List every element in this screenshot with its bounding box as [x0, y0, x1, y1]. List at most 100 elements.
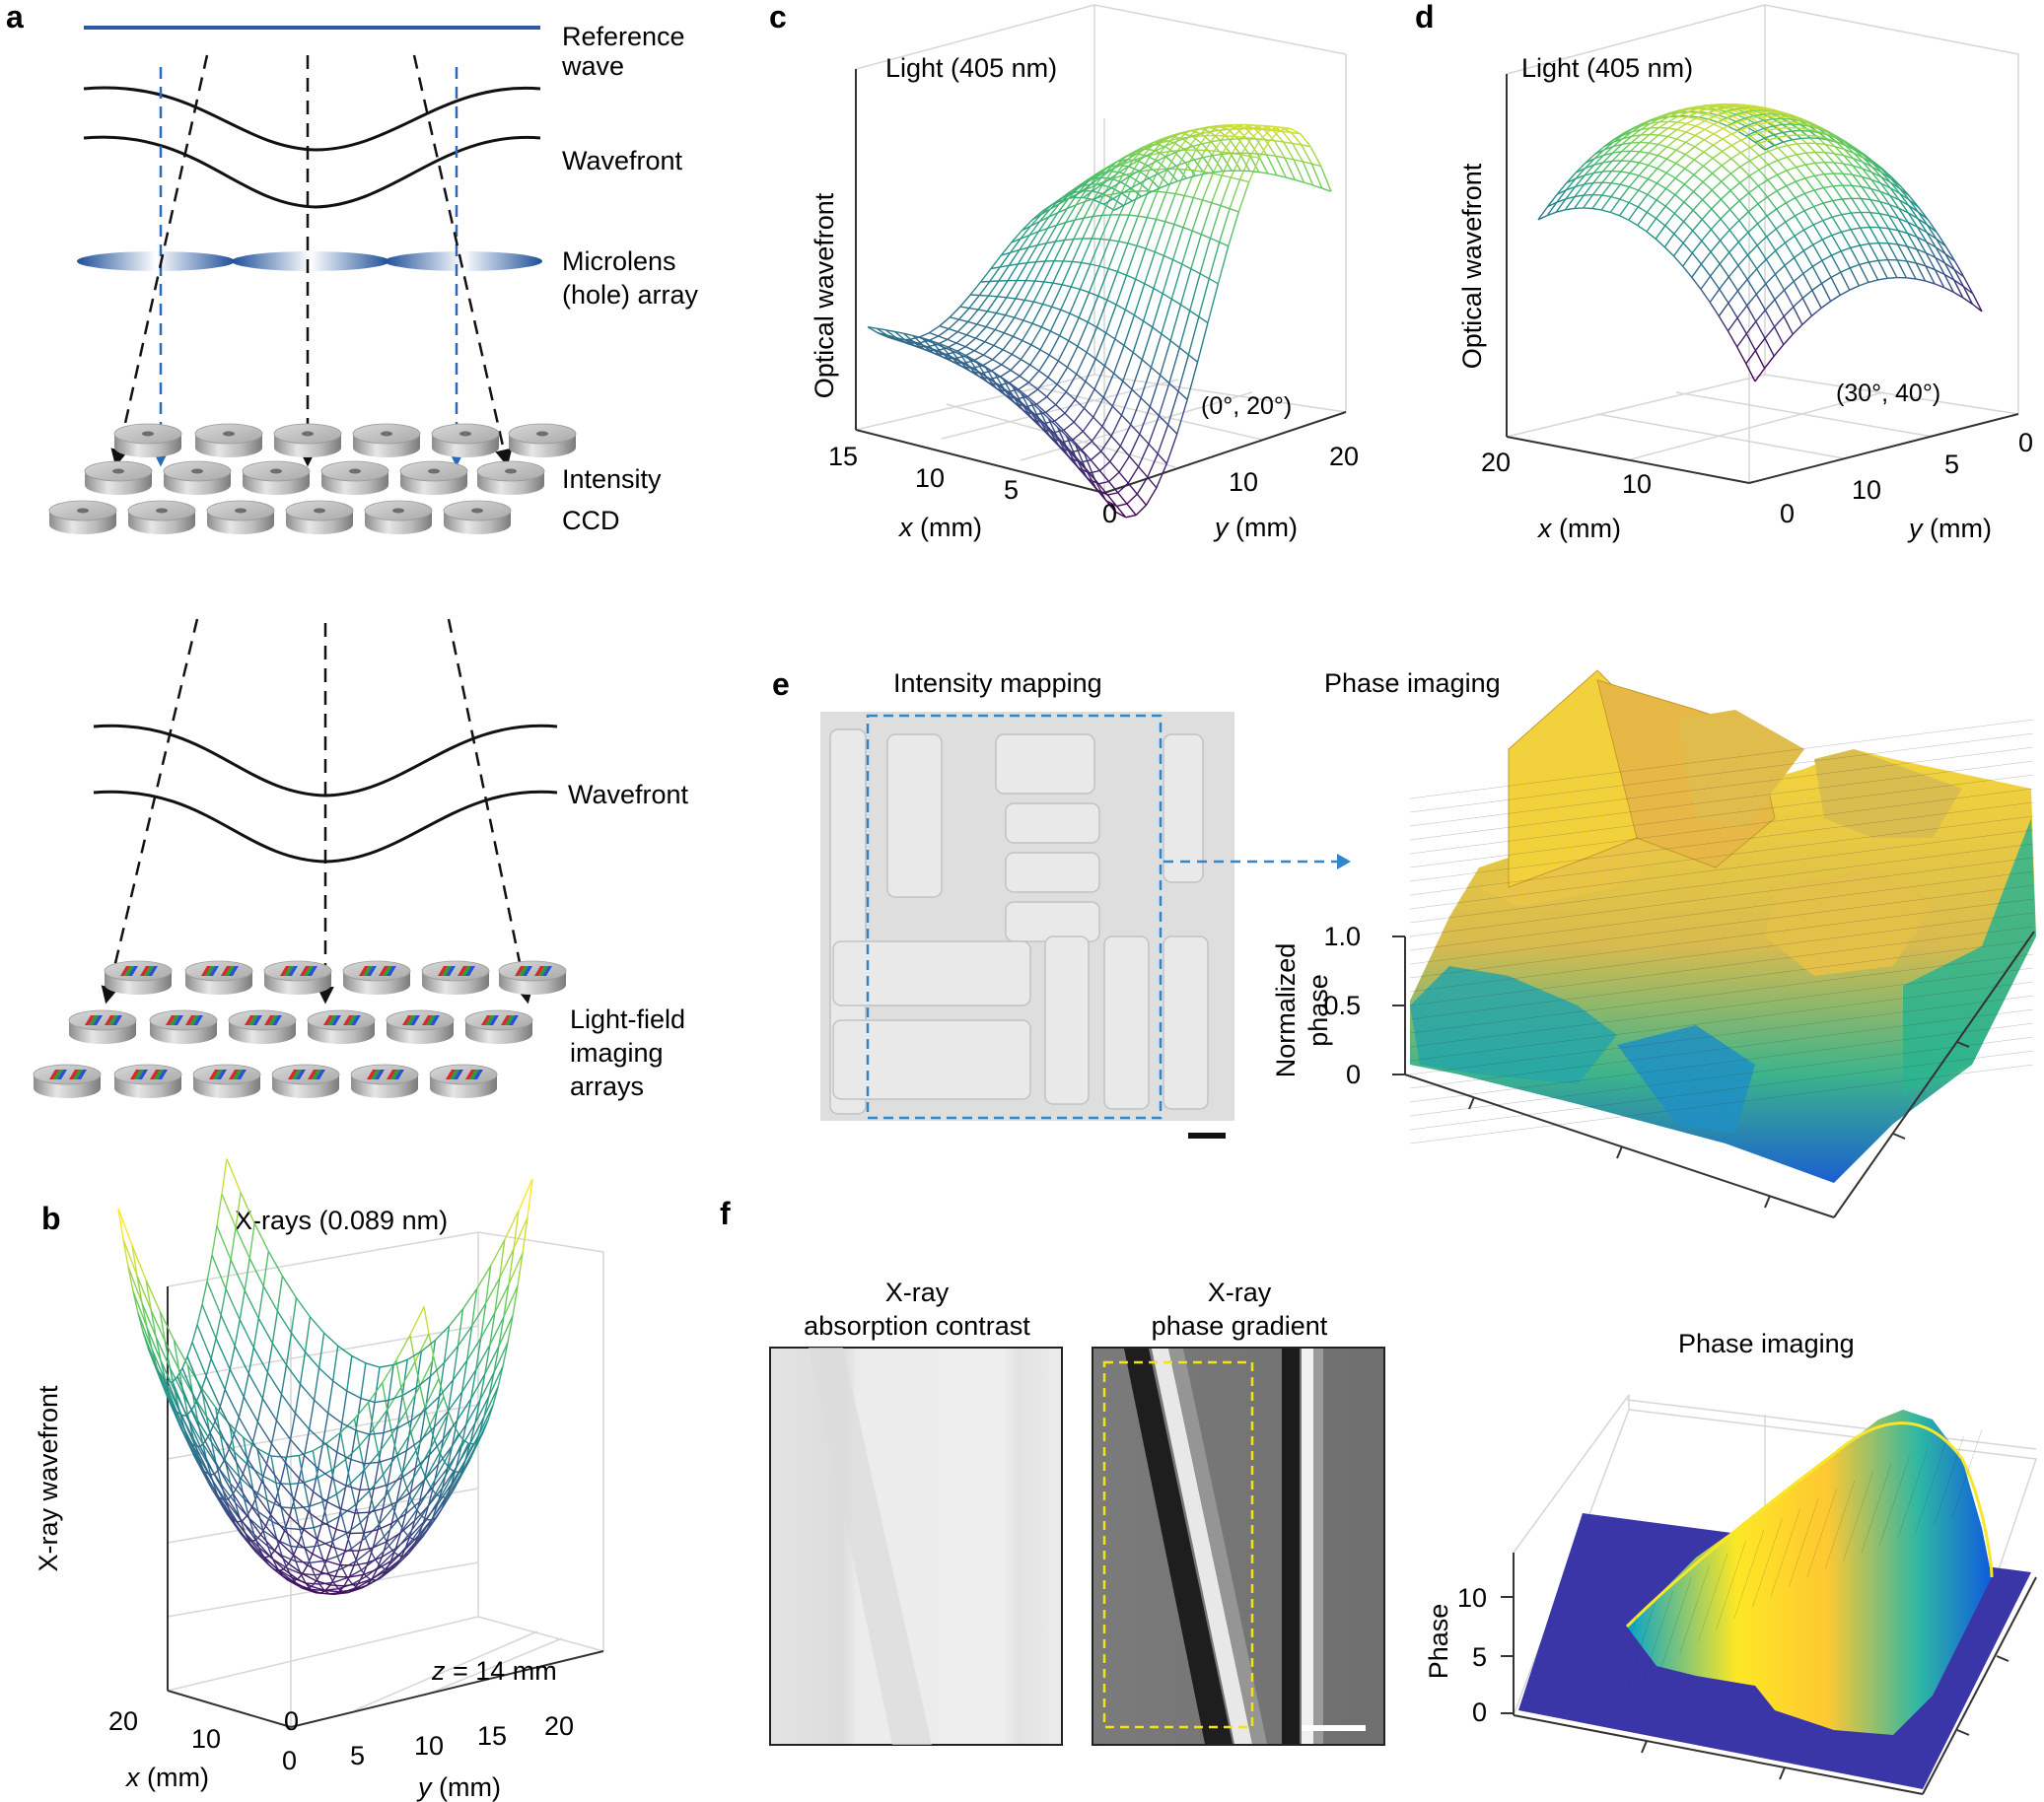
mesh-line	[1703, 157, 1714, 167]
sensor-pixel	[185, 1015, 195, 1025]
mesh-line	[1944, 252, 1955, 262]
mesh-line	[371, 1569, 387, 1580]
mesh-line	[244, 1258, 250, 1291]
mesh-line	[1086, 351, 1096, 360]
mesh-line	[1089, 472, 1099, 485]
mesh-line	[1840, 271, 1851, 291]
mesh-line	[1764, 326, 1776, 339]
mesh-line	[1898, 199, 1909, 214]
mesh-line	[287, 1579, 303, 1589]
mesh-line	[1621, 160, 1631, 163]
mesh-line	[975, 326, 987, 339]
mesh-line	[244, 1289, 259, 1319]
mesh-line	[1074, 381, 1087, 400]
mesh-line	[503, 1285, 519, 1318]
mesh-line	[1089, 291, 1099, 297]
mesh-line	[1804, 177, 1815, 191]
mesh-line	[1777, 160, 1788, 172]
mesh-line	[887, 336, 898, 341]
mesh-line	[262, 1285, 279, 1312]
sensor-pixel	[387, 1070, 396, 1079]
mesh-line	[411, 1499, 418, 1511]
mesh-line	[322, 1413, 329, 1443]
mesh-line	[414, 1361, 421, 1387]
mesh-line	[1068, 316, 1080, 341]
mesh-line	[1584, 158, 1595, 170]
mesh-line	[1281, 126, 1291, 129]
mesh-line	[1123, 160, 1134, 165]
mesh-line	[1768, 139, 1779, 149]
mesh-line	[1537, 206, 1549, 221]
mesh-line	[1158, 415, 1169, 426]
mesh-line	[429, 1340, 437, 1377]
mesh-line	[1108, 214, 1121, 241]
mesh-line	[990, 266, 1001, 270]
mesh-line	[1036, 377, 1049, 390]
mesh-line	[1094, 180, 1105, 186]
mesh-line	[1148, 177, 1161, 189]
mesh-line	[1757, 196, 1768, 205]
mesh-line	[117, 1208, 124, 1240]
mesh-line	[394, 1536, 410, 1550]
mesh-line	[1009, 263, 1019, 266]
mesh-line	[1052, 197, 1063, 205]
gradient-bright-stripe-1	[1152, 1349, 1252, 1744]
mesh-line	[281, 1555, 297, 1562]
mesh-line	[1758, 164, 1769, 171]
mesh-line	[1083, 190, 1093, 199]
mesh-line	[1176, 168, 1186, 171]
mesh-line	[1860, 243, 1869, 246]
sensor-pixel	[108, 1015, 118, 1025]
mesh-line	[1080, 288, 1090, 294]
mesh-line	[1720, 229, 1730, 242]
mesh-line	[978, 281, 991, 297]
mesh-line	[1072, 190, 1083, 199]
mesh-line	[926, 346, 937, 352]
mesh-line	[1809, 137, 1820, 140]
mesh-line	[1811, 290, 1822, 309]
mesh-line	[196, 1420, 213, 1443]
mesh-line	[1033, 301, 1043, 306]
mesh-line	[350, 1537, 366, 1550]
mesh-line	[1088, 173, 1098, 180]
mesh-line	[1130, 424, 1141, 435]
mesh-line	[169, 1367, 185, 1396]
mesh-line	[1767, 164, 1779, 175]
mesh-line	[1925, 280, 1936, 285]
mesh-line	[335, 1528, 351, 1535]
mesh-line	[1080, 178, 1091, 187]
mesh-line	[241, 1515, 248, 1522]
mesh-line	[131, 1245, 147, 1281]
mesh-line	[1098, 460, 1111, 472]
mesh-line	[1721, 180, 1731, 191]
mesh-line	[276, 1539, 283, 1557]
mesh-line	[201, 1281, 208, 1305]
sensor-pixel	[426, 1015, 436, 1025]
mesh-line	[1944, 245, 1956, 262]
mesh-line	[1927, 224, 1938, 234]
mesh-line	[1138, 165, 1149, 172]
mesh-line	[403, 1535, 420, 1551]
panel-c-view: (0°, 20°)	[1201, 392, 1292, 420]
mesh-line	[518, 1178, 533, 1212]
mesh-line	[1036, 228, 1049, 246]
mesh-line	[1248, 157, 1260, 182]
mesh-line	[196, 1304, 203, 1326]
mesh-line	[313, 1527, 319, 1547]
mesh-line	[358, 1445, 366, 1471]
mesh-line	[1182, 197, 1195, 228]
mesh-line	[1674, 168, 1686, 179]
sensor-pixel	[481, 1015, 491, 1025]
mesh-line	[312, 1553, 327, 1562]
mesh-line	[438, 1379, 455, 1398]
phase-mesh-line	[1409, 1022, 2034, 1103]
mesh-line	[1011, 339, 1023, 355]
mesh-line	[1953, 269, 1964, 287]
mesh-line	[1730, 139, 1742, 147]
mesh-line	[1063, 421, 1075, 432]
mesh-line	[395, 1359, 402, 1388]
mesh-line	[1069, 289, 1082, 314]
mesh-line	[1108, 471, 1120, 483]
mesh-line	[428, 1333, 435, 1358]
mesh-line	[1863, 157, 1873, 165]
